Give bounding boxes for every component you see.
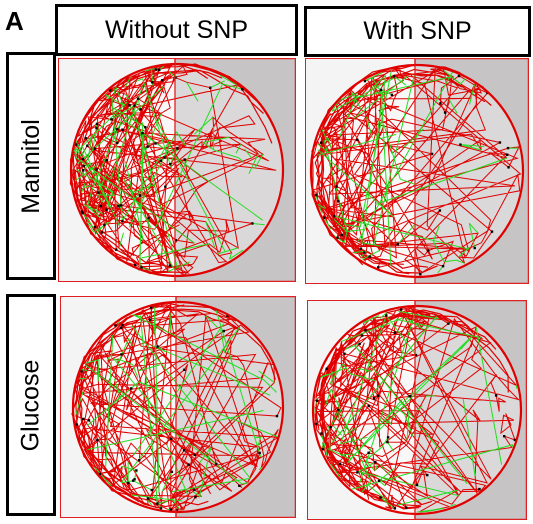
track-plot (58, 58, 296, 282)
movement-tracks (314, 306, 521, 513)
column-header-with-snp: With SNP (304, 6, 531, 57)
track-tile-glucose-with-snp (307, 300, 527, 520)
row-label-mannitol: Mannitol (16, 118, 45, 214)
movement-tracks (311, 63, 522, 276)
movement-tracks (71, 302, 282, 512)
movement-tracks (69, 63, 277, 277)
row-header-mannitol: Mannitol (6, 52, 56, 280)
track-tile-glucose-without-snp (60, 296, 296, 518)
row-header-glucose: Glucose (6, 294, 56, 516)
track-plot (305, 58, 529, 284)
track-plot (60, 296, 296, 518)
row-label-glucose: Glucose (16, 359, 45, 451)
track-tile-mannitol-without-snp (58, 58, 296, 282)
track-tile-mannitol-with-snp (305, 58, 529, 284)
track-plot (307, 300, 527, 520)
panel-letter: A (5, 6, 24, 36)
column-header-without-snp: Without SNP (55, 4, 298, 56)
